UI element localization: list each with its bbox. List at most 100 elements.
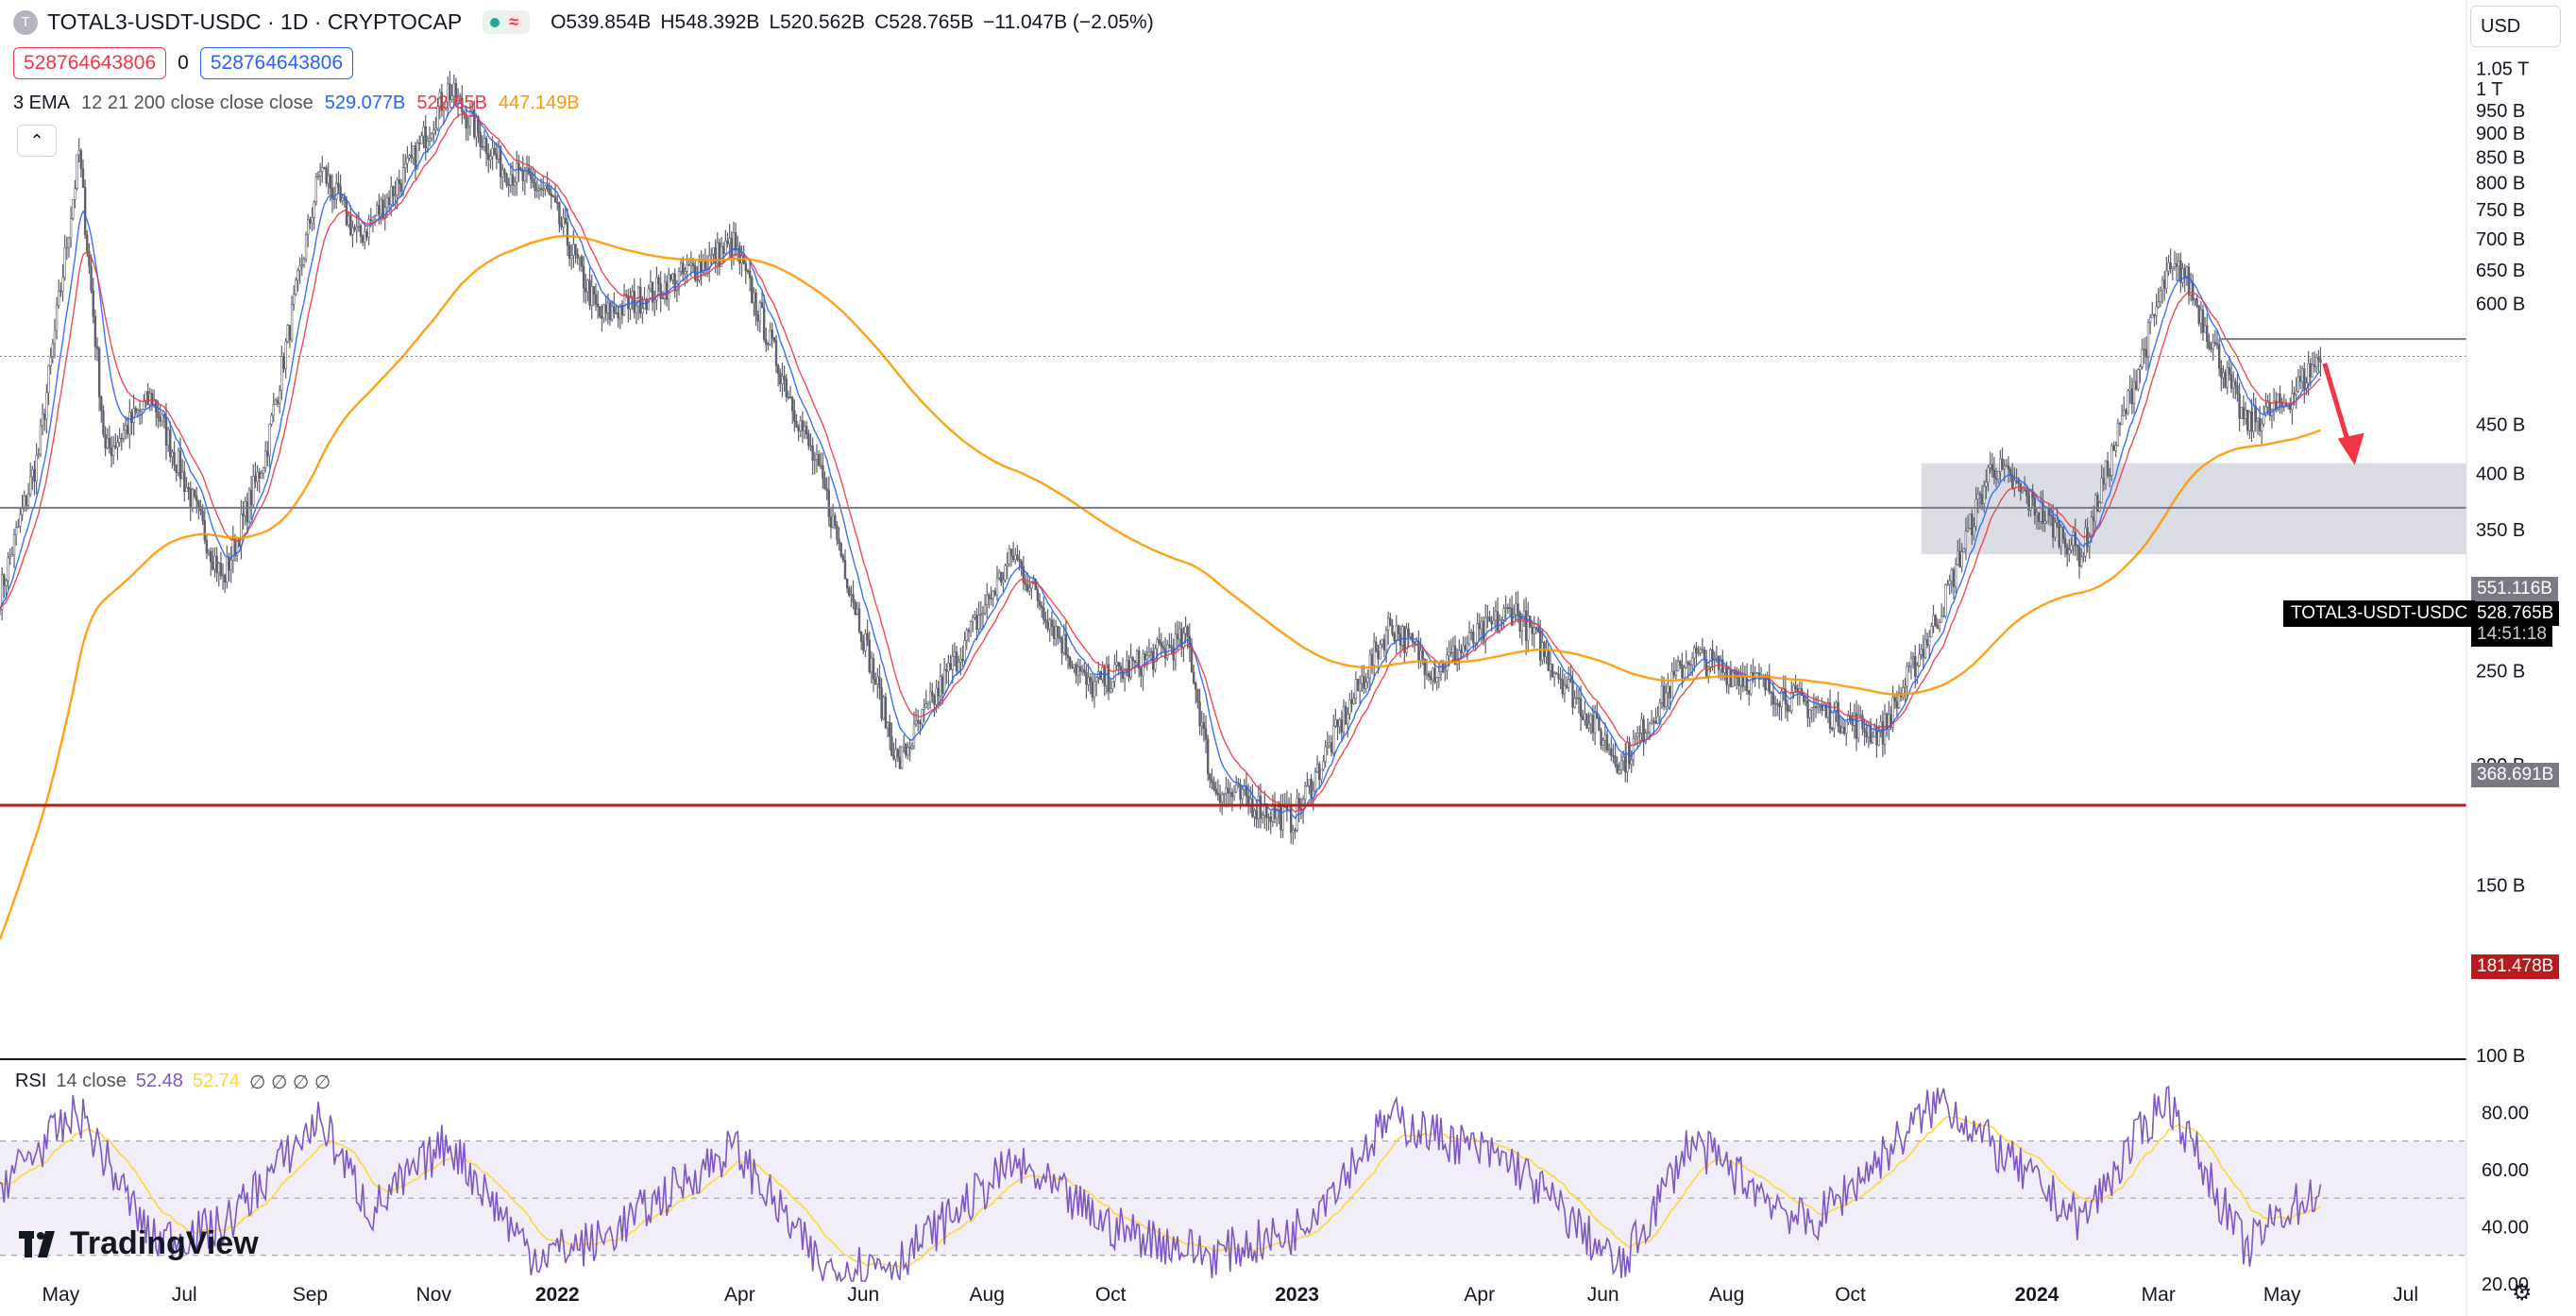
candle-body — [620, 305, 624, 315]
candle-body — [604, 304, 607, 313]
candle-body — [217, 563, 220, 574]
candle-body — [1703, 649, 1706, 660]
candle-body — [450, 95, 453, 100]
candle-body — [157, 412, 160, 418]
candle-body — [191, 489, 195, 508]
candle-body — [2023, 489, 2026, 492]
candle-body — [81, 168, 85, 188]
candle-body — [2112, 445, 2115, 451]
candle-body — [2300, 368, 2304, 382]
candle-body — [228, 557, 230, 571]
candle-body — [314, 177, 318, 202]
symbol-title[interactable]: TOTAL3-USDT-USDC · 1D · CRYPTOCAP — [47, 9, 463, 34]
candle-body — [1828, 702, 1832, 729]
candle-body — [1209, 773, 1212, 780]
candle-body — [2114, 445, 2117, 451]
candle-body — [679, 262, 683, 272]
rsi-legend[interactable]: RSI 14 close 52.48 52.74 ∅ ∅ ∅ ∅ — [15, 1071, 330, 1094]
candle-body — [323, 166, 326, 169]
rsi-legend-value: 52.48 — [135, 1071, 183, 1091]
candle-body — [1610, 748, 1613, 756]
candle-body — [774, 340, 778, 366]
candle-body — [2175, 263, 2178, 267]
candle-body — [1326, 745, 1330, 748]
settings-gear-icon[interactable]: ⚙ — [2512, 1280, 2533, 1306]
candle-body — [726, 241, 729, 245]
market-status-icon[interactable]: ≈ — [483, 10, 531, 34]
candle-body — [834, 515, 837, 526]
candle-body — [1044, 619, 1047, 623]
candle-body — [2307, 363, 2310, 383]
candle-body — [1826, 702, 1830, 717]
candle-body — [1547, 650, 1550, 671]
collapse-legend-button[interactable]: ⌃ — [17, 125, 57, 157]
candle-body — [1997, 471, 2000, 481]
candle-body — [1059, 636, 1061, 639]
ema-legend[interactable]: 3 EMA 12 21 200 close close close 529.07… — [13, 93, 580, 114]
candle-body — [274, 399, 278, 405]
horizontal-lines[interactable] — [0, 338, 2466, 807]
candle-body — [2213, 342, 2217, 345]
candle-body — [2056, 520, 2059, 523]
candle-body — [2134, 380, 2138, 390]
candle-body — [1066, 654, 1070, 658]
ohlc-high: H548.392B — [660, 10, 760, 33]
candle-body — [304, 234, 308, 261]
candle-body — [601, 316, 603, 319]
candle-body — [2155, 306, 2158, 316]
candle-body — [1693, 647, 1696, 659]
symbol-legend[interactable]: T TOTAL3-USDT-USDC · 1D · CRYPTOCAP ≈ O5… — [13, 9, 1154, 35]
candle-body — [1750, 672, 1753, 695]
candle-body — [1223, 792, 1226, 795]
down-arrow-drawing[interactable] — [2322, 363, 2364, 465]
candle-body — [751, 278, 754, 304]
candle-body — [1743, 676, 1747, 687]
candle-body — [1695, 647, 1698, 653]
tradingview-logo[interactable]: TradingView — [19, 1225, 259, 1262]
candle-body — [1040, 605, 1043, 609]
candle-body — [2137, 369, 2140, 390]
candle-body — [404, 162, 407, 169]
candle-body — [967, 630, 971, 633]
candle-body — [2043, 520, 2046, 524]
candle-body — [1845, 721, 1848, 734]
candle-body — [1038, 600, 1042, 606]
candle-body — [2258, 417, 2262, 431]
candle-body — [1127, 660, 1130, 678]
candle-body — [197, 500, 200, 507]
candle-body — [408, 155, 411, 159]
candle-body — [947, 663, 950, 672]
candle-body — [2025, 490, 2028, 497]
candle-body — [852, 594, 855, 603]
candle-body — [876, 676, 879, 684]
candle-body — [1361, 675, 1364, 684]
candle-body — [857, 608, 861, 633]
ohlc-close: C528.765B — [874, 10, 974, 33]
candle-body — [1715, 655, 1719, 659]
candle-body — [1368, 654, 1372, 679]
candle-body — [483, 137, 486, 147]
candle-body — [2240, 407, 2243, 419]
candle-body — [585, 287, 587, 293]
candle-body — [2234, 380, 2237, 386]
candle-body — [1407, 628, 1410, 637]
candle-body — [1940, 616, 1943, 623]
candle-body — [535, 190, 538, 192]
y-tick-label: 600 B — [2476, 294, 2525, 314]
candle-body — [1089, 677, 1092, 683]
candle-body — [2120, 415, 2124, 426]
candle-body — [1946, 583, 1949, 586]
buy-button[interactable]: 528764643806 — [199, 47, 353, 79]
candle-body — [903, 744, 906, 748]
candle-body — [889, 721, 891, 737]
x-tick-label: Oct — [1835, 1284, 1866, 1306]
candle-body — [1541, 642, 1544, 661]
candle-body — [270, 414, 273, 425]
candle-body — [2183, 268, 2186, 278]
candle-body — [1686, 662, 1690, 665]
candle-body — [1652, 720, 1655, 723]
currency-selector[interactable]: USD — [2470, 6, 2561, 47]
candle-body — [180, 471, 184, 480]
sell-button[interactable]: 528764643806 — [13, 47, 167, 79]
